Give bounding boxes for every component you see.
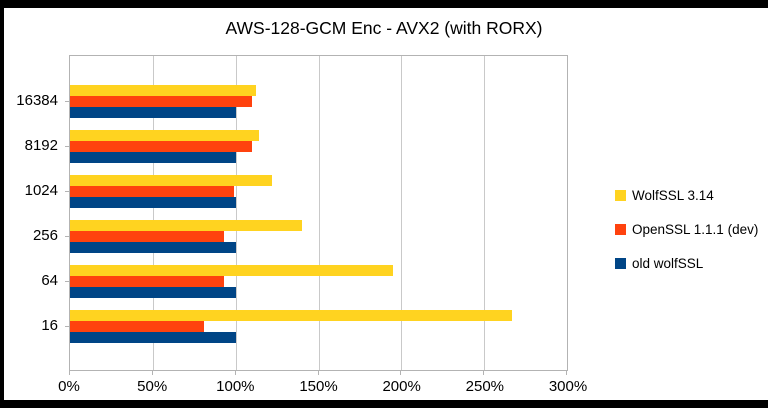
legend-swatch-icon: [615, 258, 626, 269]
bar-256-series-0: [70, 220, 302, 231]
gridline: [484, 56, 486, 370]
legend-label: WolfSSL 3.14: [632, 187, 714, 203]
window-frame-top: [0, 0, 768, 8]
x-axis-tick: [566, 371, 567, 375]
y-axis-tick: [65, 100, 69, 102]
x-axis-tick-label: 0%: [58, 378, 80, 395]
y-axis-category-label: 1024: [24, 181, 58, 199]
y-axis-tick: [65, 145, 69, 147]
legend-swatch-icon: [615, 224, 626, 235]
bar-64-series-2: [70, 287, 236, 298]
bar-16384-series-1: [70, 96, 253, 107]
y-axis-category-label: 8192: [24, 136, 58, 154]
bar-64-series-1: [70, 276, 225, 287]
window-frame-left: [0, 0, 4, 408]
y-axis-tick: [65, 325, 69, 327]
x-axis-tick-label: 250%: [465, 378, 505, 395]
gridline: [152, 56, 154, 370]
y-axis-tick: [65, 190, 69, 192]
bar-16-series-2: [70, 332, 236, 343]
bar-16-series-0: [70, 310, 513, 321]
bar-16-series-1: [70, 321, 205, 332]
x-axis-tick-label: 200%: [382, 378, 421, 395]
bar-1024-series-0: [70, 175, 273, 186]
chart-title: AWS-128-GCM Enc - AVX2 (with RORX): [225, 18, 543, 38]
x-axis-labels: 0% 50% 100% 150% 200% 250% 300%: [58, 378, 587, 398]
legend: WolfSSL 3.14 OpenSSL 1.1.1 (dev) old wolfS…: [615, 187, 759, 292]
gridline: [401, 56, 403, 370]
bar-8192-series-1: [70, 141, 253, 152]
legend-swatch-icon: [615, 190, 626, 201]
x-axis-tick: [234, 371, 236, 375]
x-axis-tick: [400, 371, 402, 375]
x-axis-tick: [69, 371, 70, 375]
bar-8192-series-0: [70, 130, 259, 141]
gridline: [235, 56, 237, 370]
x-axis-tick: [151, 371, 153, 375]
plot-area: [69, 55, 568, 375]
legend-item: OpenSSL 1.1.1 (dev): [615, 221, 759, 237]
window-frame-bottom: [0, 400, 768, 408]
legend-item: old wolfSSL: [615, 255, 758, 271]
bar-256-series-2: [70, 242, 236, 253]
bar-64-series-0: [70, 265, 394, 276]
y-axis-tick: [65, 235, 69, 237]
bar-8192-series-2: [70, 152, 236, 163]
bar-16384-series-2: [70, 107, 236, 118]
bar-1024-series-1: [70, 186, 234, 197]
x-axis-tick: [483, 371, 485, 375]
y-axis-category-label: 64: [41, 271, 58, 289]
bar-16384-series-0: [70, 85, 256, 96]
legend-label: OpenSSL 1.1.1 (dev): [632, 221, 759, 237]
x-axis-tick-label: 150%: [299, 378, 338, 395]
bar-256-series-1: [70, 231, 225, 242]
y-axis-tick: [65, 280, 69, 282]
y-axis-category-label: 16: [41, 316, 58, 334]
x-axis-tick-label: 50%: [137, 378, 168, 395]
x-axis-tick: [317, 371, 319, 375]
gridline: [318, 56, 320, 370]
y-axis-category-label: 16384: [16, 91, 58, 109]
y-axis-category-label: 256: [32, 226, 58, 244]
bar-1024-series-2: [70, 197, 236, 208]
legend-item: WolfSSL 3.14: [615, 187, 758, 203]
legend-label: old wolfSSL: [632, 255, 704, 271]
x-axis-tick-label: 300%: [548, 378, 588, 395]
x-axis-tick-label: 100%: [216, 378, 255, 395]
